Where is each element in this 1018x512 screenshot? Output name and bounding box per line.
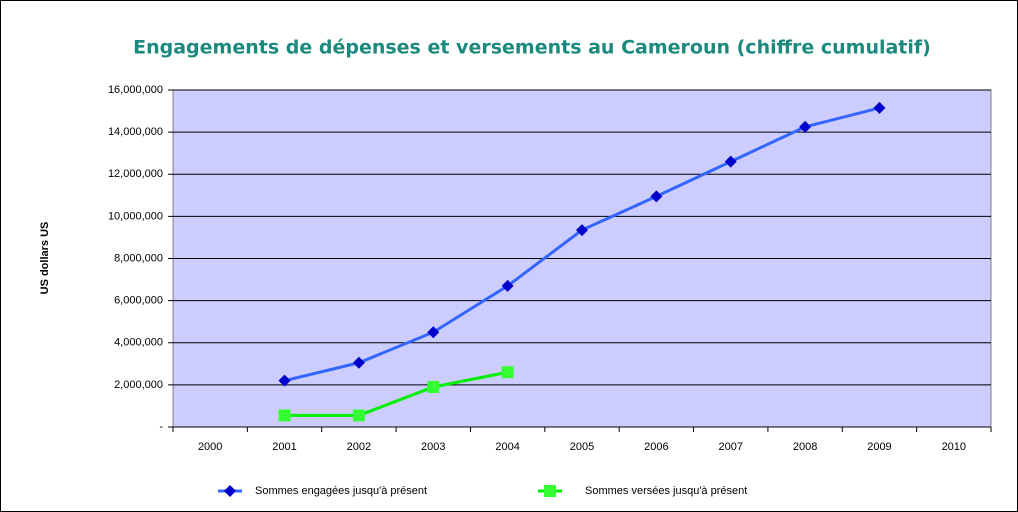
y-tick-label: 2,000,000 [114, 379, 163, 391]
data-point [278, 409, 291, 422]
legend-label: Sommes versées jusqu'à présent [585, 485, 747, 497]
data-point [650, 190, 663, 203]
data-point [427, 326, 440, 339]
data-point [501, 366, 514, 379]
data-point [352, 409, 365, 422]
series-line [284, 370, 508, 417]
x-tick-label: 2004 [495, 441, 519, 453]
legend-marker [224, 485, 236, 497]
x-tick-label: 2008 [793, 441, 817, 453]
y-tick-label: 12,000,000 [108, 168, 163, 180]
data-point [724, 155, 737, 168]
x-tick-label: 2006 [644, 441, 668, 453]
x-tick-label: 2003 [421, 441, 445, 453]
y-tick-label: 10,000,000 [108, 210, 163, 222]
y-tick-label: - [159, 421, 163, 433]
y-tick-label: 4,000,000 [114, 337, 163, 349]
data-point [352, 356, 365, 369]
x-tick-label: 2005 [570, 441, 594, 453]
x-tick-label: 2009 [867, 441, 891, 453]
y-tick-label: 8,000,000 [114, 252, 163, 264]
x-tick-label: 2001 [272, 441, 296, 453]
legend-marker [544, 485, 556, 497]
legend-label: Sommes engagées jusqu'à présent [255, 485, 427, 497]
x-tick-label: 2007 [718, 441, 742, 453]
y-tick-label: 6,000,000 [114, 295, 163, 307]
x-tick-label: 2000 [198, 441, 222, 453]
x-tick-label: 2010 [942, 441, 966, 453]
data-point [501, 279, 514, 292]
data-point [427, 380, 440, 393]
chart-title: Engagements de dépenses et versements au… [133, 37, 931, 59]
y-tick-label: 14,000,000 [108, 126, 163, 138]
y-tick-label: 16,000,000 [108, 84, 163, 96]
y-axis-label: US dollars US [39, 222, 51, 295]
data-point [576, 224, 588, 237]
data-point [873, 101, 886, 114]
data-point [278, 374, 291, 387]
data-point [799, 120, 812, 133]
x-tick-label: 2002 [347, 441, 371, 453]
